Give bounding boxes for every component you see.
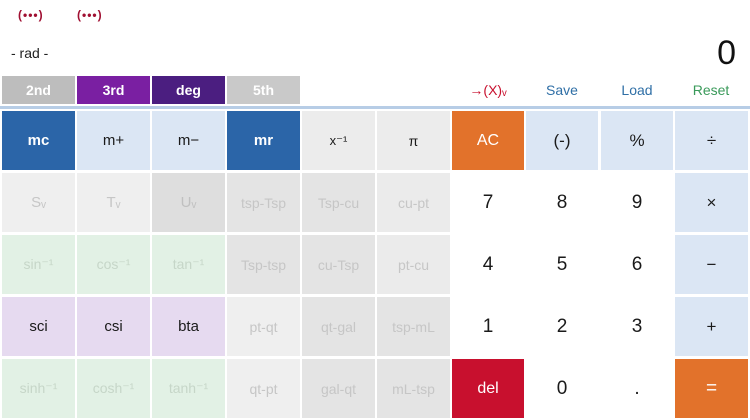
csi-button[interactable]: csi — [77, 297, 150, 356]
arcsinh-button[interactable]: sinh⁻¹ — [2, 359, 75, 418]
arccosh-button[interactable]: cosh⁻¹ — [77, 359, 150, 418]
digit-3-button[interactable]: 3 — [601, 297, 673, 356]
qt-gal-button[interactable]: qt-gal — [302, 297, 375, 356]
load-button[interactable]: Load — [621, 82, 653, 98]
bta-button[interactable]: bta — [152, 297, 225, 356]
digit-2-button[interactable]: 2 — [526, 297, 598, 356]
minus-button[interactable]: − — [675, 235, 748, 294]
cu-Tsp-button[interactable]: cu-Tsp — [302, 235, 375, 294]
pt-cu-button[interactable]: pt-cu — [377, 235, 450, 294]
arcsin-button[interactable]: sin⁻¹ — [2, 235, 75, 294]
decimal-point-button[interactable]: . — [601, 359, 673, 418]
tsp-mL-button[interactable]: tsp-mL — [377, 297, 450, 356]
digit-4-button[interactable]: 4 — [452, 235, 524, 294]
menu-button-2[interactable]: (•••) — [77, 8, 103, 22]
divide-button[interactable]: ÷ — [675, 111, 748, 170]
result-display: 0 — [717, 34, 736, 72]
gal-qt-button[interactable]: gal-qt — [302, 359, 375, 418]
tab-2nd[interactable]: 2nd — [2, 76, 75, 104]
m-minus-button[interactable]: m− — [152, 111, 225, 170]
qt-pt-button[interactable]: qt-pt — [227, 359, 300, 418]
angle-mode-label: - rad - — [11, 45, 49, 61]
plus-button[interactable]: + — [675, 297, 748, 356]
Tsp-cu-button[interactable]: Tsp-cu — [302, 173, 375, 232]
reset-button[interactable]: Reset — [692, 82, 730, 98]
multiply-button[interactable]: × — [675, 173, 748, 232]
arctanh-button[interactable]: tanh⁻¹ — [152, 359, 225, 418]
mc-button[interactable]: mc — [2, 111, 75, 170]
digit-1-button[interactable]: 1 — [452, 297, 524, 356]
t-v-button[interactable]: Tᵥ — [77, 173, 150, 232]
pt-qt-button[interactable]: pt-qt — [227, 297, 300, 356]
mr-button[interactable]: mr — [227, 111, 300, 170]
digit-5-button[interactable]: 5 — [526, 235, 598, 294]
tab-3rd[interactable]: 3rd — [77, 76, 150, 104]
convert-button[interactable]: →(X)ᵥ — [469, 82, 507, 98]
menu-button-1[interactable]: (•••) — [18, 8, 44, 22]
mode-tab-bar: 2nd 3rd deg 5th →(X)ᵥ Save Load Reset — [0, 76, 750, 106]
tab-5th[interactable]: 5th — [227, 76, 300, 104]
arccos-button[interactable]: cos⁻¹ — [77, 235, 150, 294]
digit-0-button[interactable]: 0 — [526, 359, 598, 418]
equals-button[interactable]: = — [675, 359, 748, 418]
arctan-button[interactable]: tan⁻¹ — [152, 235, 225, 294]
percent-button[interactable]: % — [601, 111, 673, 170]
pi-button[interactable]: π — [377, 111, 450, 170]
reciprocal-button[interactable]: x⁻¹ — [302, 111, 375, 170]
sci-button[interactable]: sci — [2, 297, 75, 356]
negate-button[interactable]: (-) — [526, 111, 598, 170]
digit-9-button[interactable]: 9 — [601, 173, 673, 232]
digit-8-button[interactable]: 8 — [526, 173, 598, 232]
cu-pt-button[interactable]: cu-pt — [377, 173, 450, 232]
digit-6-button[interactable]: 6 — [601, 235, 673, 294]
mL-tsp-button[interactable]: mL-tsp — [377, 359, 450, 418]
s-v-button[interactable]: Sᵥ — [2, 173, 75, 232]
save-button[interactable]: Save — [546, 82, 578, 98]
u-v-button[interactable]: Uᵥ — [152, 173, 225, 232]
all-clear-button[interactable]: AC — [452, 111, 524, 170]
delete-button[interactable]: del — [452, 359, 524, 418]
m-plus-button[interactable]: m+ — [77, 111, 150, 170]
tab-deg[interactable]: deg — [152, 76, 225, 104]
tsp-Tsp-button[interactable]: tsp-Tsp — [227, 173, 300, 232]
Tsp-tsp-button[interactable]: Tsp-tsp — [227, 235, 300, 294]
tab-divider — [0, 106, 750, 109]
digit-7-button[interactable]: 7 — [452, 173, 524, 232]
